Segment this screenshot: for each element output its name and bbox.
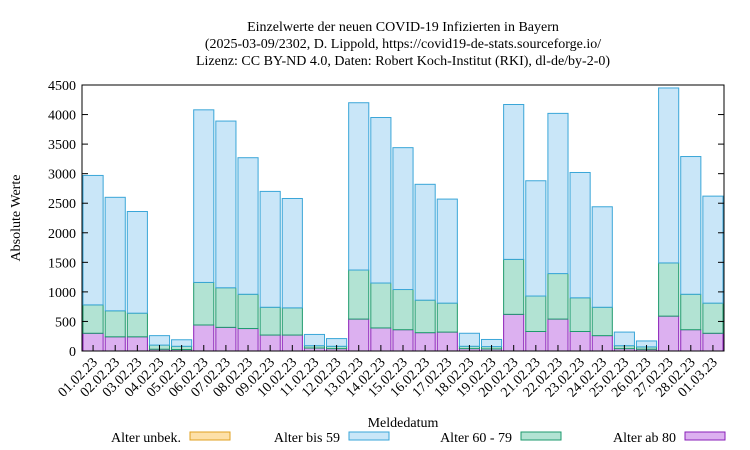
bar-alter-bis-59-09.02.23: [259, 190, 281, 308]
y-tick-label: 4500: [48, 79, 76, 94]
bar-alter-bis-59-17.02.23: [436, 198, 458, 304]
y-axis: 0 500 1000 1500 2000 2500 3000 3500 4000 4500: [48, 79, 724, 360]
bars-group: [82, 87, 724, 352]
legend-swatch: [348, 431, 390, 441]
bar-alter-bis-59-13.02.23: [348, 102, 370, 271]
bar-alter-60-79-07.02.23: [215, 287, 237, 328]
bar-alter-bis-59-07.02.23: [215, 120, 237, 289]
bar-alter-bis-59-01.03.23: [702, 195, 724, 304]
bar-alter-bis-59-15.02.23: [392, 147, 414, 291]
bar-alter-60-79-21.02.23: [525, 295, 547, 332]
bar-alter-bis-59-28.02.23: [680, 156, 702, 295]
bar-alter-bis-59-01.02.23: [82, 174, 104, 306]
legend-label: Alter 60 - 79: [440, 431, 512, 446]
bar-alter-bis-59-21.02.23: [525, 180, 547, 297]
y-tick-label: 2000: [48, 227, 76, 242]
bar-alter-bis-59-14.02.23: [370, 117, 392, 284]
bar-alter-bis-59-03.02.23: [126, 210, 148, 314]
bar-alter-bis-59-27.02.23: [658, 87, 680, 264]
chart-title-line-1: Einzelwerte der neuen COVID-19 Infiziert…: [247, 20, 559, 35]
bar-alter-bis-59-18.02.23: [458, 332, 480, 347]
y-tick-label: 3000: [48, 168, 76, 183]
legend-swatch: [520, 431, 562, 441]
bar-alter-bis-59-02.02.23: [104, 196, 126, 312]
legend: Alter unbek. Alter bis 59 Alter 60 - 79 Alt…: [111, 431, 726, 446]
bar-alter-60-79-16.02.23: [414, 299, 436, 334]
x-axis: 01.02.2302.02.2303.02.2304.02.2305.02.23…: [56, 345, 721, 400]
bar-alter-60-79-27.02.23: [658, 262, 680, 317]
chart-title: Einzelwerte der neuen COVID-19 Infiziert…: [196, 20, 610, 69]
legend-swatch: [189, 431, 231, 441]
bar-alter-60-79-10.02.23: [281, 307, 303, 336]
legend-label: Alter unbek.: [111, 431, 181, 446]
bar-alter-60-79-23.02.23: [569, 297, 591, 332]
y-tick-label: 1500: [48, 256, 76, 271]
legend-swatch: [684, 431, 726, 441]
bar-alter-bis-59-11.02.23: [303, 333, 326, 347]
bar-alter-bis-59-06.02.23: [193, 109, 215, 283]
bar-alter-60-79-13.02.23: [348, 269, 370, 320]
bar-alter-60-79-17.02.23: [436, 302, 458, 333]
chart-title-line-2: (2025-03-09/2302, D. Lippold, https://co…: [205, 37, 601, 52]
y-tick-label: 3500: [48, 138, 76, 153]
y-tick-label: 2500: [48, 197, 76, 212]
bar-alter-bis-59-10.02.23: [281, 197, 303, 309]
x-axis-label: Meldedatum: [368, 416, 439, 431]
bar-alter-60-79-28.02.23: [680, 293, 702, 331]
chart-title-line-3: Lizenz: CC BY-ND 4.0, Daten: Robert Koch…: [196, 54, 610, 69]
bar-alter-bis-59-08.02.23: [237, 157, 259, 295]
bar-alter-60-79-06.02.23: [193, 281, 215, 326]
bar-alter-bis-59-04.02.23: [148, 335, 171, 346]
bar-alter-60-79-01.03.23: [702, 302, 724, 334]
legend-label: Alter ab 80: [613, 431, 676, 446]
bar-alter-60-79-01.02.23: [82, 304, 104, 334]
bar-alter-60-79-24.02.23: [591, 306, 613, 337]
bar-alter-bis-59-23.02.23: [569, 171, 591, 299]
bar-alter-bis-59-16.02.23: [414, 183, 436, 301]
bar-alter-60-79-22.02.23: [547, 273, 569, 320]
y-axis-label: Absolute Werte: [9, 175, 24, 262]
bar-alter-60-79-15.02.23: [392, 289, 414, 331]
y-tick-label: 4000: [48, 109, 76, 124]
bar-alter-60-79-20.02.23: [503, 258, 525, 315]
bar-alter-bis-59-24.02.23: [591, 206, 613, 308]
bar-alter-bis-59-20.02.23: [503, 104, 525, 260]
legend-label: Alter bis 59: [274, 431, 340, 446]
bar-alter-bis-59-22.02.23: [547, 112, 569, 275]
y-tick-label: 0: [69, 345, 76, 360]
y-tick-label: 1000: [48, 286, 76, 301]
bar-alter-bis-59-25.02.23: [613, 331, 635, 347]
bar-alter-60-79-14.02.23: [370, 282, 392, 329]
bar-alter-60-79-02.02.23: [104, 310, 126, 338]
bar-alter-60-79-03.02.23: [126, 312, 148, 338]
bar-alter-60-79-09.02.23: [259, 306, 281, 336]
y-tick-label: 500: [55, 315, 76, 330]
bar-alter-60-79-08.02.23: [237, 293, 259, 330]
